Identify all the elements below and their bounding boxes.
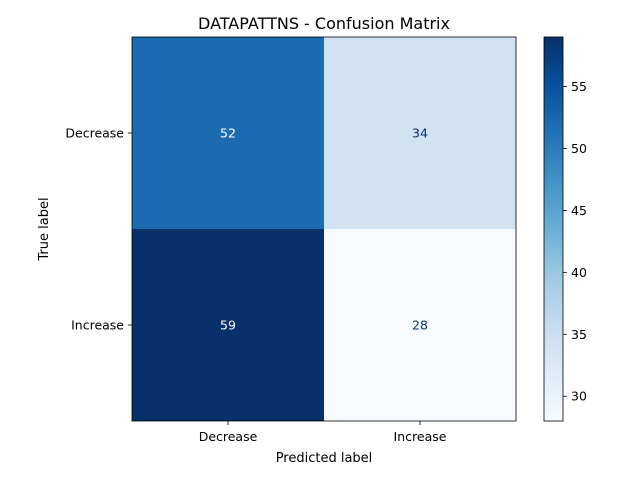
- cell-value-label: 28: [412, 318, 428, 333]
- colorbar-tick-label: 55: [571, 79, 587, 94]
- heatmap-cells: [132, 37, 516, 421]
- colorbar-tick-label: 40: [571, 265, 587, 280]
- chart-title: DATAPATTNS - Confusion Matrix: [198, 14, 450, 33]
- y-tick-label: Decrease: [65, 126, 124, 141]
- colorbar-tick-label: 35: [571, 327, 587, 342]
- cell-value-label: 52: [220, 126, 236, 141]
- colorbar-tick-label: 30: [571, 389, 587, 404]
- x-axis-ticks: Decrease Increase: [199, 421, 447, 444]
- colorbar-tick-label: 50: [571, 141, 587, 156]
- colorbar-ticks: 30 35 40 45 50 55: [563, 79, 587, 404]
- heatmap-cell: [324, 37, 516, 229]
- cell-value-label: 34: [412, 126, 428, 141]
- heatmap-cell: [132, 37, 324, 229]
- colorbar-tick-label: 45: [571, 203, 587, 218]
- colorbar: [543, 36, 564, 422]
- x-tick-label: Increase: [394, 429, 447, 444]
- heatmap-cell-labels: 52 34 59 28: [220, 126, 428, 333]
- y-axis-ticks: Decrease Increase: [65, 126, 132, 333]
- heatmap-cell: [324, 229, 516, 421]
- x-tick-label: Decrease: [199, 429, 258, 444]
- cell-value-label: 59: [220, 318, 236, 333]
- y-axis-label: True label: [37, 197, 52, 261]
- x-axis-label: Predicted label: [276, 451, 373, 466]
- heatmap-cell: [132, 229, 324, 421]
- y-tick-label: Increase: [71, 318, 124, 333]
- plot-frame: [131, 36, 517, 422]
